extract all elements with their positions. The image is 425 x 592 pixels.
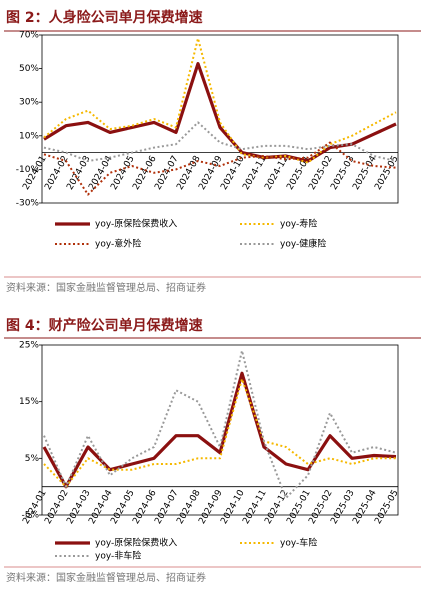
y-tick-label: 5% [25, 454, 40, 464]
legend-label: yoy-非车险 [95, 550, 141, 562]
y-tick-label: -30% [16, 199, 40, 209]
y-tick-label: 10% [19, 131, 39, 141]
series-line [43, 378, 396, 488]
y-tick-label: 15% [19, 397, 39, 407]
source-note: 资料来源：国家金融监督管理总局、招商证券 [6, 281, 206, 294]
figure-title: 图 2：人身险公司单月保费增速 [6, 9, 203, 26]
legend-label: yoy-车险 [280, 537, 317, 549]
plot-frame [41, 34, 399, 204]
y-tick-label: 25% [19, 341, 39, 351]
series-line [42, 371, 397, 489]
legend-label: yoy-原保险保费收入 [95, 537, 177, 549]
y-tick-label: 30% [19, 98, 39, 108]
figure-title: 图 4：财产险公司单月保费增速 [6, 317, 203, 334]
plot-frame [41, 344, 399, 516]
y-tick-label: -5% [21, 511, 39, 521]
legend-label: yoy-健康险 [280, 238, 326, 250]
series-line [43, 141, 397, 196]
legend-label: yoy-寿险 [280, 218, 317, 230]
y-tick-label: -10% [16, 165, 40, 175]
legend-label: yoy-原保险保费收入 [95, 218, 177, 230]
series-line [43, 349, 397, 499]
series-line [43, 121, 397, 162]
legend-label: yoy-意外险 [95, 238, 141, 250]
y-tick-label: 70% [19, 31, 39, 41]
series-line [43, 62, 397, 163]
source-note: 资料来源：国家金融监督管理总局、招商证券 [6, 571, 206, 584]
y-tick-label: 50% [19, 64, 39, 74]
